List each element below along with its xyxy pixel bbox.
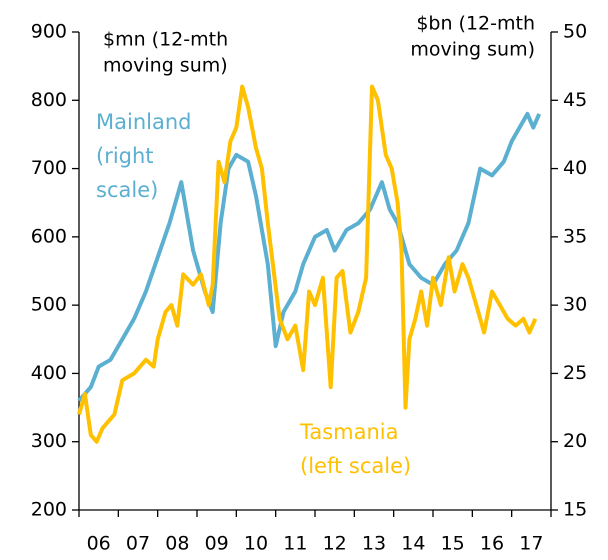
x-tick-label: 16 — [480, 533, 504, 555]
y-tick-label: 600 — [31, 225, 67, 247]
y2-tick-label: 40 — [563, 157, 587, 179]
y-tick-label: 500 — [31, 294, 67, 316]
y2-tick-label: 50 — [563, 21, 587, 43]
series-label: Mainland — [96, 110, 191, 134]
y-tick-label: 700 — [31, 157, 67, 179]
left-unit: moving sum) — [103, 55, 228, 77]
series-label: (left scale) — [300, 454, 411, 478]
series-label: (right — [96, 144, 154, 168]
x-tick-label: 17 — [519, 533, 543, 555]
y-tick-label: 200 — [31, 499, 67, 521]
series-line — [77, 84, 538, 444]
y2-tick-label: 35 — [563, 225, 587, 247]
y-tick-label: 900 — [31, 21, 67, 43]
right-unit: moving sum) — [410, 39, 535, 61]
x-tick-label: 09 — [205, 533, 229, 555]
y2-tick-label: 20 — [563, 430, 587, 452]
x-tick-label: 08 — [165, 533, 189, 555]
x-tick-label: 14 — [401, 533, 425, 555]
x-tick-label: 11 — [283, 533, 307, 555]
series-label: Tasmania — [299, 420, 399, 444]
series-line — [77, 111, 542, 403]
y2-tick-label: 25 — [563, 362, 587, 384]
x-tick-label: 12 — [323, 533, 347, 555]
series-label: scale) — [96, 178, 158, 202]
y2-tick-label: 45 — [563, 89, 587, 111]
y2-tick-label: 30 — [563, 294, 587, 316]
x-tick-label: 15 — [441, 533, 465, 555]
x-tick-label: 06 — [87, 533, 111, 555]
y-tick-label: 300 — [31, 430, 67, 452]
x-tick-label: 13 — [362, 533, 386, 555]
right-unit: $bn (12-mth — [416, 13, 535, 35]
y-tick-label: 800 — [31, 89, 67, 111]
x-tick-label: 07 — [126, 533, 150, 555]
y2-tick-label: 15 — [563, 499, 587, 521]
x-tick-label: 10 — [244, 533, 268, 555]
left-unit: $mn (12-mth — [103, 29, 228, 51]
y-tick-label: 400 — [31, 362, 67, 384]
